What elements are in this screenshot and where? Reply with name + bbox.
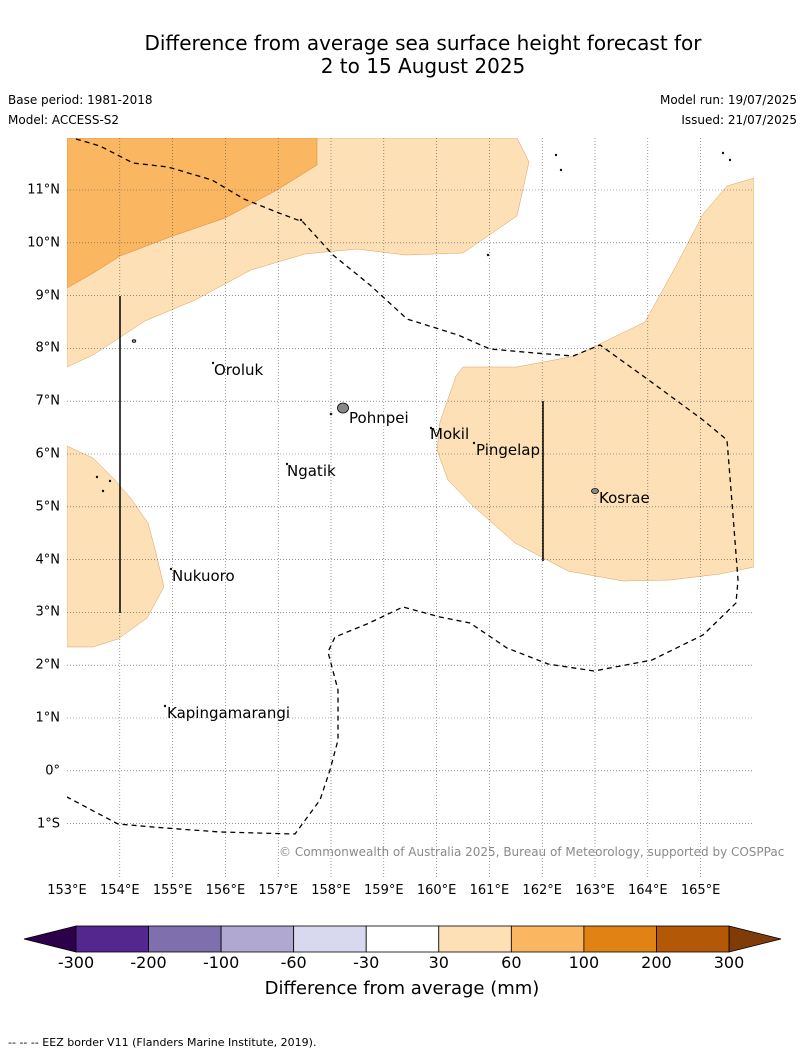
colorbar-under-arrow	[23, 925, 77, 953]
place-mokil: Mokil	[430, 425, 470, 443]
longitude-tick-label: 157°E	[258, 883, 298, 898]
kosrae-island	[591, 488, 599, 494]
colorbar-segment	[293, 925, 367, 953]
latitude-tick-label: 4°N	[35, 552, 61, 568]
title-line-1: Difference from average sea surface heig…	[144, 31, 702, 55]
graticule	[67, 138, 754, 878]
kapingamarangi-atoll	[163, 704, 167, 708]
longitude-tick-label: 165°E	[680, 883, 721, 898]
colorbar-over-arrow	[728, 925, 782, 953]
longitude-tick-label: 164°E	[628, 883, 668, 898]
north-islet-4	[728, 158, 732, 162]
colorbar-tick-label: -200	[130, 953, 167, 972]
place-pohnpei: Pohnpei	[349, 409, 409, 427]
colorbar-segment	[220, 925, 295, 953]
satawan-atoll-2	[108, 479, 112, 483]
islands	[95, 151, 732, 708]
colorbar-tick-label: 100	[568, 953, 600, 972]
longitude-tick-label: 163°E	[575, 883, 615, 898]
latitude-tick-label: 8°N	[35, 340, 61, 356]
north-islet-6	[299, 218, 303, 222]
north-islet-5	[486, 253, 490, 257]
longitude-tick-label: 158°E	[311, 883, 351, 898]
longitude-tick-label: 153°E	[47, 883, 87, 898]
pingelap-atoll	[472, 441, 476, 445]
longitude-tick-label: 156°E	[205, 883, 246, 898]
title-line-2: 2 to 15 August 2025	[320, 54, 526, 78]
longitude-tick-label: 159°E	[364, 883, 404, 898]
place-kosrae: Kosrae	[599, 489, 650, 507]
satawan-atoll-1	[95, 475, 99, 479]
place-kapingamarangi: Kapingamarangi	[167, 704, 291, 722]
pohnpei-island	[337, 402, 349, 414]
colorbar-tick-label: 200	[641, 953, 672, 972]
longitude-tick-label: 155°E	[152, 883, 193, 898]
map-area	[67, 138, 754, 878]
colorbar-tick-label: 60	[501, 953, 522, 972]
latitude-tick-label: 5°N	[35, 499, 61, 515]
longitude-tick-label: 154°E	[100, 883, 140, 898]
eez-border-north	[67, 138, 739, 835]
latitude-tick-label: 11°N	[27, 182, 60, 198]
colorbar-segment	[656, 925, 730, 953]
pakin-island	[131, 339, 137, 343]
oroluk-atoll	[211, 361, 215, 365]
latitude-tick-label: 3°N	[35, 604, 61, 620]
copyright-notice: © Commonwealth of Australia 2025, Bureau…	[279, 845, 785, 859]
colorbar-tick-label: -60	[280, 953, 307, 972]
colorbar-segment	[75, 925, 149, 953]
latitude-tick-label: 1°N	[35, 710, 61, 726]
latitude-tick-label: 7°N	[35, 393, 61, 409]
colorbar-segment	[583, 925, 657, 953]
colorbar-segment	[365, 925, 440, 953]
colorbar-tick-label: 300	[713, 953, 745, 972]
colorbar-segment	[148, 925, 222, 953]
latitude-tick-label: 2°N	[35, 657, 61, 673]
latitude-tick-label: 10°N	[27, 235, 60, 251]
colorbar	[23, 925, 782, 953]
colorbar-segment	[438, 925, 512, 953]
model-run: Model run: 19/07/2025	[659, 93, 797, 107]
model-name: Model: ACCESS-S2	[8, 113, 120, 127]
anomaly-region-west	[67, 445, 165, 648]
latitude-tick-label: 6°N	[35, 446, 61, 462]
colorbar-tick-label: -100	[202, 953, 240, 972]
place-oroluk: Oroluk	[214, 361, 264, 379]
colorbar-tick-label: -30	[353, 953, 380, 972]
ant-atoll	[329, 412, 333, 416]
latitude-tick-label: 1°S	[36, 816, 60, 832]
latitude-tick-label: 9°N	[35, 288, 61, 304]
longitude-tick-label: 160°E	[416, 883, 457, 898]
ngatik-atoll	[285, 462, 289, 466]
mokil-atoll	[429, 426, 433, 430]
issued-date: Issued: 21/07/2025	[681, 113, 797, 127]
colorbar-segment	[510, 925, 585, 953]
nukuoro-atoll	[169, 567, 173, 571]
map-title: Difference from average sea surface heig…	[0, 32, 804, 78]
longitude-tick-label: 162°E	[522, 883, 562, 898]
north-islet-2	[559, 168, 563, 172]
latitude-tick-label: 0°	[45, 763, 60, 779]
base-period: Base period: 1981-2018	[8, 93, 153, 107]
colorbar-tick-label: 30	[428, 953, 449, 972]
north-islet-3	[721, 151, 725, 155]
place-nukuoro: Nukuoro	[172, 567, 235, 585]
place-pingelap: Pingelap	[476, 441, 541, 459]
colorbar-tick-label: -300	[57, 953, 95, 972]
north-islet-1	[554, 153, 558, 157]
anomaly-region-northwest-high	[67, 138, 318, 289]
satawan-atoll-3	[101, 489, 105, 493]
longitude-tick-label: 161°E	[469, 883, 510, 898]
place-ngatik: Ngatik	[287, 462, 336, 480]
eez-legend-footnote: -- -- -- EEZ border V11 (Flanders Marine…	[8, 1036, 317, 1049]
colorbar-label: Difference from average (mm)	[264, 978, 540, 999]
